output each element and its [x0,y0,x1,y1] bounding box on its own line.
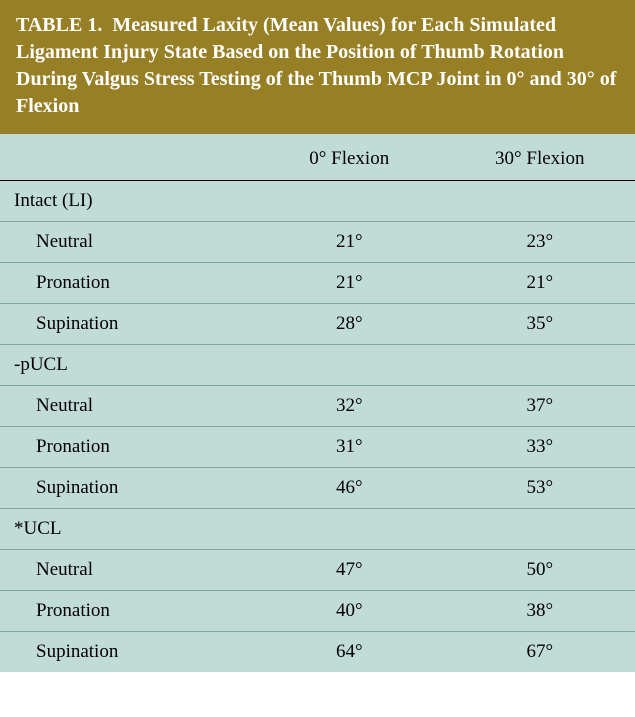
cell-30deg: 38° [445,591,635,632]
table-title: TABLE 1. Measured Laxity (Mean Values) f… [0,0,635,134]
table-number: TABLE 1. [16,14,102,36]
data-row: Pronation 31° 33° [0,427,635,468]
group-row: -pUCL [0,345,635,386]
cell-30deg: 35° [445,304,635,345]
cell-0deg: 46° [254,468,445,509]
cell-0deg: 21° [254,263,445,304]
row-label: Supination [0,632,254,673]
data-row: Supination 28° 35° [0,304,635,345]
group-label: Intact (LI) [0,181,254,222]
header-row: 0° Flexion 30° Flexion [0,134,635,181]
cell-30deg: 33° [445,427,635,468]
cell-30deg: 21° [445,263,635,304]
row-label: Pronation [0,591,254,632]
table-1: TABLE 1. Measured Laxity (Mean Values) f… [0,0,635,672]
cell-0deg: 40° [254,591,445,632]
group-row: *UCL [0,509,635,550]
data-row: Neutral 32° 37° [0,386,635,427]
row-label: Neutral [0,550,254,591]
data-row: Pronation 40° 38° [0,591,635,632]
data-row: Neutral 21° 23° [0,222,635,263]
laxity-table: 0° Flexion 30° Flexion Intact (LI) Neutr… [0,134,635,672]
cell-30deg: 53° [445,468,635,509]
cell-0deg: 21° [254,222,445,263]
row-label: Pronation [0,263,254,304]
cell-30deg: 23° [445,222,635,263]
cell-0deg: 28° [254,304,445,345]
cell-empty [254,509,445,550]
data-row: Neutral 47° 50° [0,550,635,591]
group-row: Intact (LI) [0,181,635,222]
cell-30deg: 67° [445,632,635,673]
cell-0deg: 32° [254,386,445,427]
cell-empty [445,509,635,550]
group-label: *UCL [0,509,254,550]
cell-0deg: 47° [254,550,445,591]
col-header-30deg: 30° Flexion [445,134,635,181]
table-body: Intact (LI) Neutral 21° 23° Pronation 21… [0,181,635,673]
row-label: Neutral [0,222,254,263]
row-label: Neutral [0,386,254,427]
group-label: -pUCL [0,345,254,386]
cell-30deg: 50° [445,550,635,591]
row-label: Pronation [0,427,254,468]
data-row: Supination 46° 53° [0,468,635,509]
cell-empty [445,181,635,222]
col-header-0deg: 0° Flexion [254,134,445,181]
row-label: Supination [0,304,254,345]
col-header-blank [0,134,254,181]
cell-0deg: 31° [254,427,445,468]
row-label: Supination [0,468,254,509]
data-row: Supination 64° 67° [0,632,635,673]
cell-empty [254,345,445,386]
table-title-text: Measured Laxity (Mean Values) for Each S… [16,14,616,117]
cell-empty [445,345,635,386]
data-row: Pronation 21° 21° [0,263,635,304]
cell-30deg: 37° [445,386,635,427]
cell-empty [254,181,445,222]
cell-0deg: 64° [254,632,445,673]
